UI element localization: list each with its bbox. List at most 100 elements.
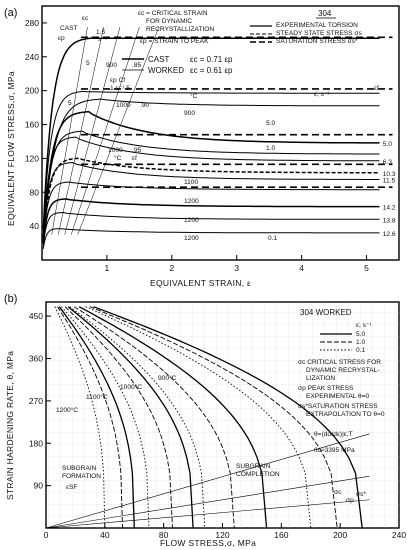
ann-ef: εf	[374, 85, 379, 92]
b-temperature-label: 1100°C	[86, 393, 108, 401]
legend-b-theta-c: θc≈3395 MPa	[314, 447, 355, 454]
a-flow-curve	[42, 228, 380, 249]
panel-a-y-ticks: 40 80 120 160 200 240 280	[25, 18, 47, 231]
a-end-label: 12.6	[383, 231, 396, 238]
b-hardening-curve	[57, 306, 123, 529]
a-flow-curve	[42, 130, 380, 239]
legend-b-r2: 1.0	[356, 339, 365, 346]
ann-b-ss: σs*	[356, 491, 366, 498]
ann-t1200c: 1200	[184, 235, 199, 242]
ann-r50: 5.0	[266, 120, 275, 127]
legend-b-sc: σc CRITICAL STRESS FOR	[298, 359, 381, 366]
b-hardening-curve	[69, 306, 206, 529]
b-xtick-label: 120	[215, 530, 229, 540]
legend-b-ss2: EXTRAPOLATION TO θ=0	[306, 411, 385, 418]
a-strain-line	[57, 27, 104, 235]
legend-material: 304	[318, 9, 332, 18]
a-xtick-label: 1	[105, 263, 110, 273]
ann-t1200b: 1200	[184, 217, 199, 224]
b-hardening-curve	[58, 306, 135, 529]
ann-r01: 0.1	[268, 235, 277, 242]
b-xtick-label: 0	[44, 530, 49, 540]
a-flow-curve	[42, 37, 380, 230]
legend-critical2: FOR DYNAMIC	[146, 18, 192, 25]
ann-b-esf: εSF	[66, 484, 77, 491]
a-flow-curve	[42, 98, 380, 242]
a-end-label: 14.2	[383, 205, 396, 212]
a-end-label: 11.5	[383, 178, 396, 185]
b-ytick-label: 270	[29, 396, 43, 406]
legend-b-sp2: EXPERIMENTAL θ=0	[306, 393, 370, 400]
a-strain-line	[64, 27, 121, 235]
legend-critical3: RECRYSTALLIZATION	[146, 26, 214, 33]
b-ytick-label: 450	[29, 311, 43, 321]
b-temperature-label: 1200°C	[56, 406, 78, 414]
b-xtick-label: 40	[100, 530, 110, 540]
ann-b-subgrain-form2: FORMATION	[62, 473, 101, 480]
legend-b-rate: ε̇, s⁻¹	[356, 322, 372, 329]
ann-t1100: 1100	[184, 179, 199, 186]
ann-s1: 1.5	[96, 29, 105, 36]
ann-degcb: °C	[114, 154, 122, 162]
a-end-label: 5.0	[383, 141, 392, 148]
legend-b-ss: σs*SATURATION STRESS	[298, 403, 378, 410]
a-end-label: 10.3	[383, 171, 396, 178]
ann-b-sp: σp	[346, 497, 354, 504]
a-ytick-label: 240	[25, 52, 39, 62]
panel-a-x-ticks: 1 2 3 4 5	[105, 255, 369, 273]
a-ytick-label: 160	[25, 120, 39, 130]
panel-a-plot-frame	[41, 5, 400, 261]
legend-cast-rel: εc = 0.71 εp	[190, 55, 233, 64]
ann-t1200a: 1200	[184, 198, 199, 205]
panel-a-label: (a)	[4, 7, 17, 19]
panel-b-curves	[45, 306, 370, 529]
legend-b-sp: σp PEAK STRESS	[298, 385, 354, 392]
a-xtick-label: 4	[299, 263, 304, 273]
ann-r90: .90	[140, 102, 149, 109]
a-ytick-label: 40	[30, 221, 40, 231]
a-xtick-label: 3	[234, 263, 239, 273]
ann-t900: 900	[106, 62, 117, 69]
b-temperature-label: 1000°C	[120, 383, 142, 391]
ann-b-subgrain-form: SUBGRAIN	[62, 465, 97, 472]
ann-cast: CAST	[60, 25, 78, 32]
panel-b-y-ticks: 90 180 270 360 450	[29, 311, 51, 491]
b-subgrain-line	[45, 499, 370, 529]
a-flow-curve	[42, 198, 380, 244]
panel-b-x-axis-title: FLOW STRESS,σ, MPa	[160, 538, 256, 548]
panel-b-y-axis-title: STRAIN HARDENING RATE, θ, MPa	[5, 351, 15, 500]
b-hardening-curve	[64, 306, 173, 529]
panel-b-x-ticks: 0 40 80 120 160 200 240	[44, 523, 406, 540]
legend-b-title: 304 WORKED	[300, 308, 352, 317]
ann-efb: εf	[132, 155, 137, 162]
a-flow-curve	[42, 212, 380, 246]
panel-b-temperature-labels: 1200°C 1100°C 1000°C 900°C	[56, 374, 177, 414]
a-flow-curve	[42, 110, 380, 239]
ann-es: ε̇, s⁻¹	[314, 91, 330, 98]
ann-t900b: 900	[184, 110, 195, 117]
ann-ec: εc	[82, 15, 89, 22]
ann-s1b: s⁻¹	[98, 36, 108, 43]
a-xtick-label: 5	[364, 263, 369, 273]
a-strain-line	[51, 27, 88, 235]
legend-cast: CAST	[148, 55, 169, 64]
b-hardening-curve	[93, 306, 363, 529]
a-flow-curve	[42, 136, 380, 236]
a-end-label: 6.3	[383, 159, 392, 166]
a-ytick-label: 200	[25, 86, 39, 96]
panel-a-end-labels: 5.0 6.3 10.311.5 14.2 13.8 12.6	[383, 141, 396, 238]
a-ytick-label: 80	[30, 187, 40, 197]
a-flow-curve	[42, 90, 380, 233]
legend-b-sc2: DYNAMIC RECRYSTAL-	[306, 367, 379, 374]
panel-a: (a) 40 80 120 160 200 240 280 1 2 3 4 5 5.0 6.3 10.3…	[4, 5, 400, 288]
b-hardening-curve	[73, 306, 235, 529]
ann-b-sc: σc	[334, 489, 342, 496]
a-flow-curve	[42, 157, 380, 242]
panel-b-label: (b)	[4, 293, 17, 305]
panel-a-x-axis-title: EQUIVALENT STRAIN, ε	[150, 278, 251, 288]
b-temperature-label: 900°C	[158, 374, 177, 382]
panel-b: (b) 90 180 270 360 450 0 40 80 120 160 200 240 120…	[4, 293, 406, 548]
legend-steady: STEADY STATE STRESS σs	[276, 30, 362, 37]
ann-ep: εp	[58, 35, 65, 42]
ann-rate-head: 1 s⁻¹ 5	[110, 85, 130, 92]
